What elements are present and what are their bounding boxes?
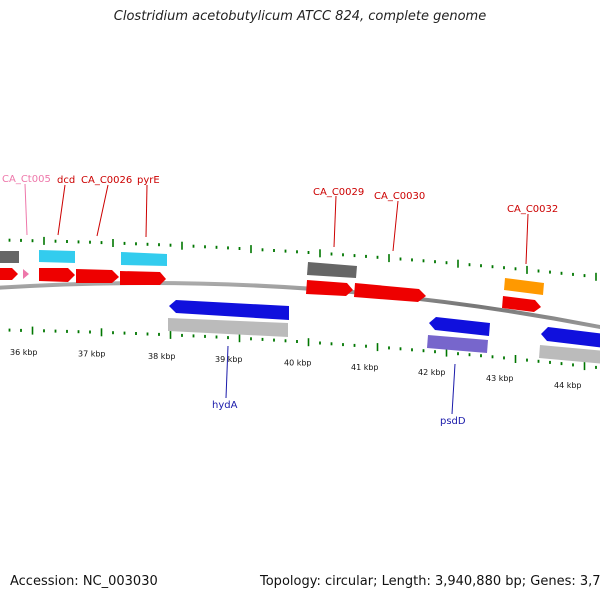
gene-label-dcd[interactable]: dcd — [57, 175, 75, 186]
scale-label: 44 kbp — [554, 381, 582, 390]
scale-label: 41 kbp — [351, 363, 379, 372]
cds-arrow-hydA[interactable] — [169, 300, 289, 320]
scale-labels: 36 kbp 37 kbp 38 kbp 39 kbp 40 kbp 41 kbp 42 k… — [10, 348, 582, 390]
accession-text: Accession: NC_003030 — [10, 574, 158, 589]
cds-arrow-left-edge[interactable] — [0, 268, 18, 280]
cds-arrow-CA_C0029[interactable] — [306, 280, 353, 296]
upper-tick-row — [8, 236, 597, 281]
reverse-cds-row — [168, 300, 600, 364]
gene-label-CA_C0026[interactable]: CA_C0026 — [81, 175, 132, 186]
cds-arrow-pyrE[interactable] — [120, 271, 166, 285]
cds-arrow-CA_C0030[interactable] — [354, 283, 426, 302]
cds-arrow-right-edge[interactable] — [541, 327, 600, 348]
gene-label-psdD[interactable]: psdD — [440, 416, 466, 427]
cds-arrow-CA_C0032[interactable] — [502, 296, 541, 312]
lower-tick-row — [8, 326, 597, 371]
cds-arrow-CA_C0026[interactable] — [76, 269, 119, 283]
map-title: Clostridium acetobutylicum ATCC 824, com… — [113, 9, 487, 24]
cds-arrow-CA_Ct005[interactable] — [23, 269, 29, 279]
feature-psdD-lower[interactable] — [427, 335, 488, 353]
gene-labels: CA_Ct005 dcd CA_C0026 pyrE CA_C0029 CA_C… — [2, 174, 558, 427]
feature-pyrE-upper[interactable] — [121, 252, 167, 266]
gene-label-pyrE[interactable]: pyrE — [137, 175, 160, 186]
scale-label: 36 kbp — [10, 348, 38, 357]
gene-label-CA_Ct005[interactable]: CA_Ct005 — [2, 174, 51, 185]
feature-right-edge-lower[interactable] — [539, 345, 600, 364]
feature-orange-0032[interactable] — [504, 278, 544, 295]
scale-label: 40 kbp — [284, 359, 312, 368]
scale-label: 39 kbp — [215, 355, 243, 364]
forward-cds-row — [0, 268, 541, 312]
gene-label-CA_C0029[interactable]: CA_C0029 — [313, 187, 364, 198]
scale-label: 42 kbp — [418, 368, 446, 377]
gene-label-CA_C0030[interactable]: CA_C0030 — [374, 191, 425, 202]
feature-grey-left[interactable] — [0, 251, 19, 263]
scale-label: 37 kbp — [78, 350, 106, 359]
feature-row-upper — [0, 250, 544, 295]
feature-dcd-upper[interactable] — [39, 250, 75, 263]
gene-label-CA_C0032[interactable]: CA_C0032 — [507, 204, 558, 215]
gene-label-hydA[interactable]: hydA — [212, 400, 238, 411]
genome-backbone — [0, 281, 600, 330]
feature-grey-0029[interactable] — [307, 262, 357, 278]
feature-hydA-lower[interactable] — [168, 318, 288, 337]
callout-lines — [24, 183, 529, 415]
scale-label: 38 kbp — [148, 352, 176, 361]
genome-summary-text: Topology: circular; Length: 3,940,880 bp… — [260, 574, 600, 589]
cds-arrow-dcd[interactable] — [39, 268, 75, 282]
cds-arrow-psdD[interactable] — [429, 317, 490, 336]
scale-label: 43 kbp — [486, 374, 514, 383]
